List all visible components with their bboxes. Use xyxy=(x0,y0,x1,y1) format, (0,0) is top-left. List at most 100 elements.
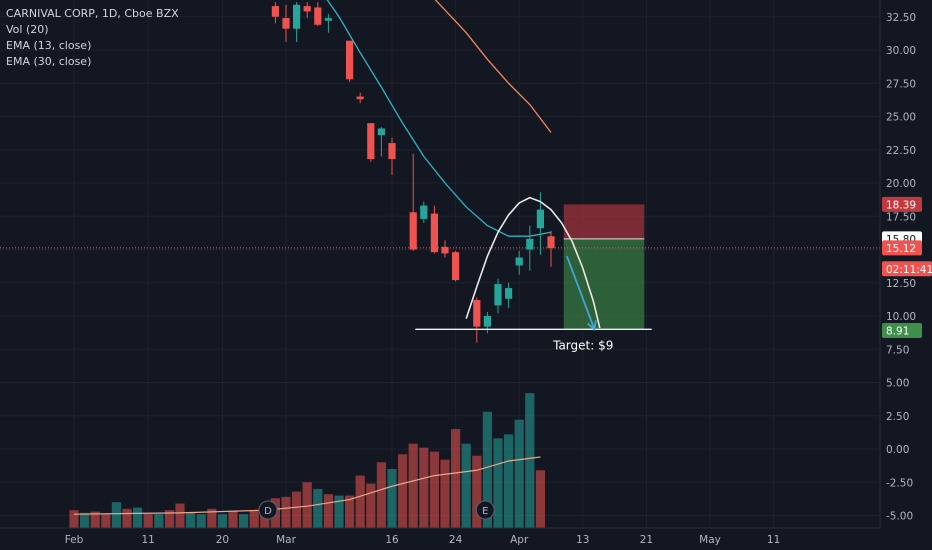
volume-bar xyxy=(154,514,164,528)
candle-body xyxy=(356,96,364,100)
volume-bar xyxy=(408,443,418,528)
volume-bar xyxy=(482,411,492,528)
price-tick-label: 0.00 xyxy=(886,444,909,456)
time-tick-label: Feb xyxy=(65,534,84,546)
volume-bar xyxy=(376,462,386,528)
time-tick-label: 11 xyxy=(142,534,155,546)
volume-bar xyxy=(313,488,323,528)
candles xyxy=(271,2,555,343)
symbol-title[interactable]: CARNIVAL CORP, 1D, Cboe BZX xyxy=(6,7,179,20)
volume-bar xyxy=(111,502,121,528)
volume-bar xyxy=(514,419,524,528)
ema13-line xyxy=(326,0,552,237)
candle-body xyxy=(526,238,534,250)
volume-bar xyxy=(493,438,503,528)
candle-body xyxy=(505,288,513,299)
rounded-top-arc xyxy=(465,196,601,329)
price-tick-label: 27.50 xyxy=(886,78,916,90)
volume-bar xyxy=(504,434,514,528)
volume-bar xyxy=(334,495,344,528)
price-label-target: 8.91 xyxy=(886,325,909,337)
time-tick-label: 11 xyxy=(767,534,780,546)
candle-body xyxy=(452,252,460,281)
volume-bar xyxy=(186,512,196,528)
volume-bar xyxy=(398,454,408,528)
time-axis: Feb 11 20 Mar 16 24 Apr 13 21 May 11 xyxy=(0,527,880,546)
event-marker-circle xyxy=(475,500,495,520)
candle-body xyxy=(515,257,523,266)
candle-body xyxy=(409,212,417,250)
price-tick-label: 22.50 xyxy=(886,145,916,157)
price-label-bg xyxy=(882,322,922,338)
volume-bar xyxy=(69,510,79,528)
price-tick-label: 5.00 xyxy=(886,378,909,390)
price-tick-label: 32.50 xyxy=(886,12,916,24)
dividend-marker: D xyxy=(264,506,272,517)
volume-bar xyxy=(535,470,545,528)
volume-bar xyxy=(461,443,471,528)
candle-body xyxy=(473,300,481,327)
price-label-bg xyxy=(882,196,922,212)
price-tick-label: 12.50 xyxy=(886,278,916,290)
volume-bars xyxy=(69,393,545,528)
time-tick-label: Mar xyxy=(276,534,296,546)
volume-bar xyxy=(80,512,90,528)
price-tick-label: -2.50 xyxy=(886,477,913,489)
volume-bar xyxy=(101,514,111,528)
volume-bar xyxy=(122,508,132,528)
price-label-current: 15.12 xyxy=(886,243,916,255)
ema-lines xyxy=(326,0,552,237)
volume-bar xyxy=(302,482,312,528)
volume-ma-line xyxy=(73,456,541,515)
time-tick-label: 20 xyxy=(216,534,229,546)
price-tick-label: 25.00 xyxy=(886,112,916,124)
candle-body xyxy=(430,213,438,253)
volume-bar xyxy=(387,468,397,528)
price-tick-label: 17.50 xyxy=(886,211,916,223)
volume-bar xyxy=(281,496,291,528)
price-tick-label: 20.00 xyxy=(886,178,916,190)
volume-bar xyxy=(419,447,429,528)
ema30-line xyxy=(434,0,552,133)
time-tick-label: May xyxy=(699,534,721,546)
candle-body xyxy=(420,205,428,219)
price-label-timer: 02:11:41 xyxy=(886,264,932,276)
volume-ma xyxy=(73,456,541,515)
price-tick-label: 2.50 xyxy=(886,411,909,423)
volume-bar xyxy=(451,429,461,528)
volume-bar xyxy=(207,508,217,528)
candle-body xyxy=(271,6,279,17)
volume-bar xyxy=(164,510,174,528)
time-tick-label: 16 xyxy=(385,534,399,546)
target-arrow-head xyxy=(587,320,597,332)
price-axis: 32.5030.0027.5025.0022.5020.0017.5015.00… xyxy=(879,0,932,550)
candle-body xyxy=(377,128,385,136)
candle-body xyxy=(293,4,301,29)
volume-bar xyxy=(90,511,100,528)
volume-indicator-label[interactable]: Vol (20) xyxy=(6,23,49,36)
volume-bar xyxy=(440,459,450,528)
volume-bar xyxy=(355,475,365,528)
candle-body xyxy=(388,143,396,160)
candle-body xyxy=(367,123,375,160)
time-tick-label: 21 xyxy=(640,534,653,546)
volume-bar xyxy=(228,511,238,528)
ema30-indicator-label[interactable]: EMA (30, close) xyxy=(6,55,92,68)
volume-bar xyxy=(133,507,143,528)
target-arrow-shaft xyxy=(566,255,596,330)
candle-body xyxy=(303,6,311,12)
price-label-bg xyxy=(882,261,932,277)
event-marker-circle xyxy=(258,500,278,520)
volume-bar xyxy=(292,491,302,528)
candle-body xyxy=(282,18,290,29)
price-tick-label: 30.00 xyxy=(886,45,916,57)
price-label-bg xyxy=(882,240,922,256)
time-tick-label: 13 xyxy=(576,534,589,546)
candle-body xyxy=(314,7,322,25)
price-tick-label: -5.00 xyxy=(886,511,913,523)
ema13-indicator-label[interactable]: EMA (13, close) xyxy=(6,39,92,52)
volume-bar xyxy=(217,514,227,528)
volume-bar xyxy=(143,514,153,528)
volume-bar xyxy=(429,451,439,528)
